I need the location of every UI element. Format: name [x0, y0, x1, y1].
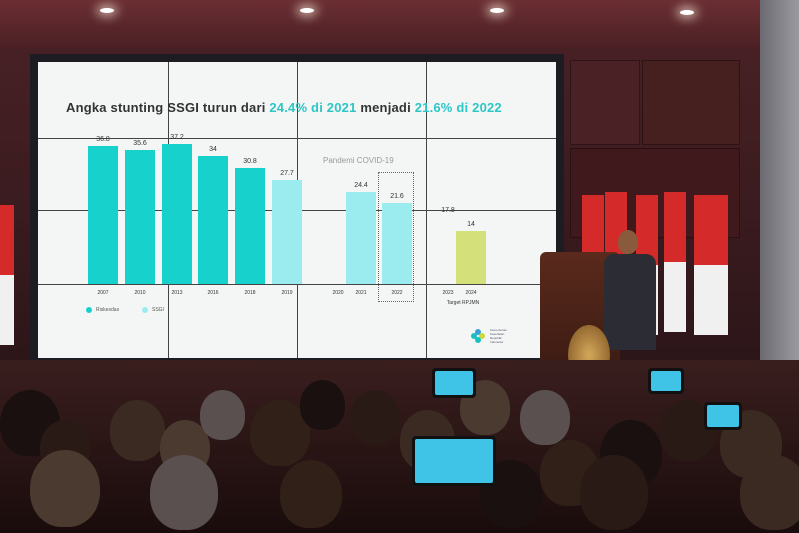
- indonesian-flag: [664, 192, 686, 332]
- bar-2016: [198, 156, 228, 284]
- value-label-2018: 30.8: [243, 158, 257, 166]
- indonesian-flag: [694, 195, 728, 335]
- audience-head: [740, 455, 799, 530]
- audience-head: [350, 390, 400, 445]
- wall-panel: [570, 60, 640, 145]
- bar-2007: [88, 145, 118, 284]
- phone: [412, 436, 496, 486]
- phone: [432, 368, 476, 398]
- x-tick-2019: 2019: [281, 290, 293, 296]
- x-tick-2023: 2023: [442, 290, 454, 296]
- audience-head: [520, 390, 570, 445]
- kemenkes-logo-icon: [471, 329, 485, 343]
- value-label-2007: 36.8: [96, 135, 110, 143]
- ceiling-light: [300, 8, 314, 13]
- x-tick-2021: 2021: [355, 290, 367, 296]
- audience-head: [580, 455, 648, 530]
- audience-head: [110, 400, 165, 461]
- legend-riskesdas: Riskesdas: [86, 307, 119, 313]
- wall-panel: [642, 60, 740, 145]
- bar-2010: [125, 150, 155, 284]
- value-label-2023: 17.8: [441, 207, 455, 214]
- value-label-2021: 24.4: [354, 182, 368, 190]
- x-tick-2010: 2010: [134, 290, 146, 296]
- x-tick-2007: 2007: [97, 290, 109, 296]
- ceiling: [0, 0, 799, 48]
- indonesian-flag: [0, 205, 14, 345]
- value-label-2022: 21.6: [390, 192, 404, 200]
- target-label: Target RPJMN: [446, 300, 480, 306]
- ceiling-light: [490, 8, 504, 13]
- x-tick-2018: 2018: [244, 290, 256, 296]
- ceiling-light: [100, 8, 114, 13]
- kemenkes-logo: Kementerian Kesehatan Republik Indonesia: [470, 328, 512, 344]
- x-tick-2016: 2016: [207, 290, 219, 296]
- bar-2021: [346, 192, 376, 284]
- slide-title: Angka stunting SSGI turun dari 24.4% di …: [66, 100, 502, 115]
- bar-2019: [272, 179, 302, 284]
- speaker: [598, 230, 662, 380]
- audience-head: [200, 390, 245, 440]
- highlight-2022-box: [378, 172, 414, 302]
- bar-2022: [382, 202, 412, 284]
- audience-head: [150, 455, 218, 530]
- bar-2018: [235, 168, 265, 284]
- audience-head: [300, 380, 345, 430]
- x-tick-2022: 2022: [391, 290, 403, 296]
- phone: [704, 402, 742, 430]
- pillar: [760, 0, 799, 420]
- value-label-2016: 34: [209, 146, 217, 154]
- x-tick-2024: 2024: [465, 290, 477, 296]
- bar-2013: [162, 144, 192, 284]
- presentation-slide: Angka stunting SSGI turun dari 24.4% di …: [38, 62, 556, 358]
- x-tick-2020: 2020: [332, 290, 344, 296]
- phone: [648, 368, 684, 394]
- value-label-2024: 14: [467, 221, 475, 229]
- legend-ssgi: SSGI: [142, 307, 164, 313]
- covid-annotation: Pandemi COVID-19: [323, 156, 394, 165]
- value-label-2013: 37.2: [170, 134, 184, 141]
- ceiling-light: [680, 10, 694, 15]
- audience-head: [30, 450, 100, 527]
- bar-2024: [456, 231, 486, 284]
- value-label-2010: 35.6: [133, 140, 147, 148]
- audience-head: [280, 460, 342, 529]
- x-tick-2013: 2013: [171, 290, 183, 296]
- value-label-2019: 27.7: [280, 169, 294, 177]
